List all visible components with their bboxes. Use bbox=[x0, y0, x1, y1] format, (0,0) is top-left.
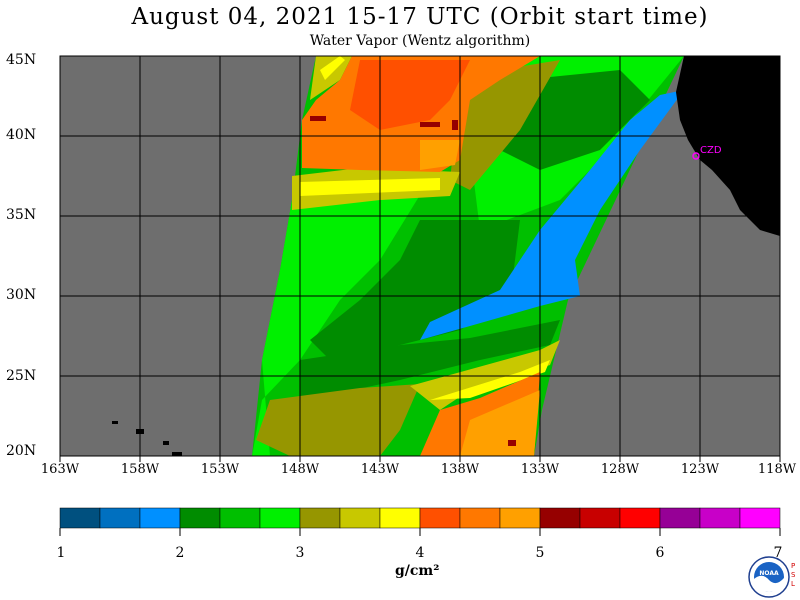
colorbar-segment bbox=[539, 507, 581, 529]
lon-label: 143W bbox=[360, 462, 400, 477]
colorbar-tick: 2 bbox=[175, 545, 185, 561]
psl-letter: L bbox=[791, 580, 795, 588]
colorbar-segment bbox=[99, 507, 141, 529]
lon-label: 158W bbox=[120, 462, 160, 477]
lon-label: 123W bbox=[680, 462, 720, 477]
map-frame bbox=[59, 55, 781, 457]
station-marker bbox=[692, 152, 700, 160]
lon-label: 163W bbox=[40, 462, 80, 477]
colorbar-segment bbox=[619, 507, 661, 529]
colorbar-tick: 3 bbox=[295, 545, 305, 561]
lon-label: 133W bbox=[520, 462, 560, 477]
colorbar-tick: 1 bbox=[56, 545, 66, 561]
colorbar-segment bbox=[259, 507, 301, 529]
map-title: August 04, 2021 15-17 UTC (Orbit start t… bbox=[131, 4, 709, 30]
lon-label: 148W bbox=[280, 462, 320, 477]
colorbar-segment bbox=[59, 507, 101, 529]
island bbox=[112, 421, 118, 424]
lon-label: 118W bbox=[757, 462, 797, 477]
colorbar-tick: 7 bbox=[773, 545, 783, 561]
colorbar-tick: 4 bbox=[415, 545, 425, 561]
lon-label: 128W bbox=[600, 462, 640, 477]
colorbar-tick: 6 bbox=[655, 545, 665, 561]
island bbox=[172, 452, 182, 456]
colorbar-segment bbox=[419, 507, 461, 529]
colorbar-segment bbox=[379, 507, 421, 529]
lat-label: 35N bbox=[6, 207, 37, 223]
lon-label: 153W bbox=[200, 462, 240, 477]
colorbar-segment bbox=[499, 507, 541, 529]
island bbox=[163, 441, 169, 445]
psl-mark: P S L bbox=[791, 562, 799, 589]
noaa-logo-icon: NOAA bbox=[748, 556, 790, 598]
lat-label: 25N bbox=[6, 368, 37, 384]
colorbar-segment bbox=[579, 507, 621, 529]
lon-label: 138W bbox=[440, 462, 480, 477]
lat-label: 45N bbox=[6, 52, 37, 68]
lat-label: 40N bbox=[6, 127, 37, 143]
colorbar-segment bbox=[659, 507, 701, 529]
map-subtitle: Water Vapor (Wentz algorithm) bbox=[309, 33, 531, 49]
colorbar-segment bbox=[299, 507, 341, 529]
psl-letter: S bbox=[791, 571, 796, 579]
colorbar-tick: 5 bbox=[535, 545, 545, 561]
lat-label: 20N bbox=[6, 443, 37, 459]
colorbar-segment bbox=[339, 507, 381, 529]
colorbar-segment bbox=[219, 507, 261, 529]
colorbar-segment bbox=[699, 507, 741, 529]
lat-label: 30N bbox=[6, 287, 37, 303]
land-coast bbox=[676, 56, 780, 236]
colorbar-segment bbox=[139, 507, 181, 529]
colorbar-segment bbox=[459, 507, 501, 529]
psl-letter: P bbox=[791, 562, 796, 570]
colorbar-segment bbox=[179, 507, 221, 529]
colorbar-units: g/cm² bbox=[395, 563, 440, 579]
colorbar-segment bbox=[739, 507, 781, 529]
svg-text:NOAA: NOAA bbox=[759, 570, 779, 577]
station-label: CZD bbox=[700, 145, 722, 156]
